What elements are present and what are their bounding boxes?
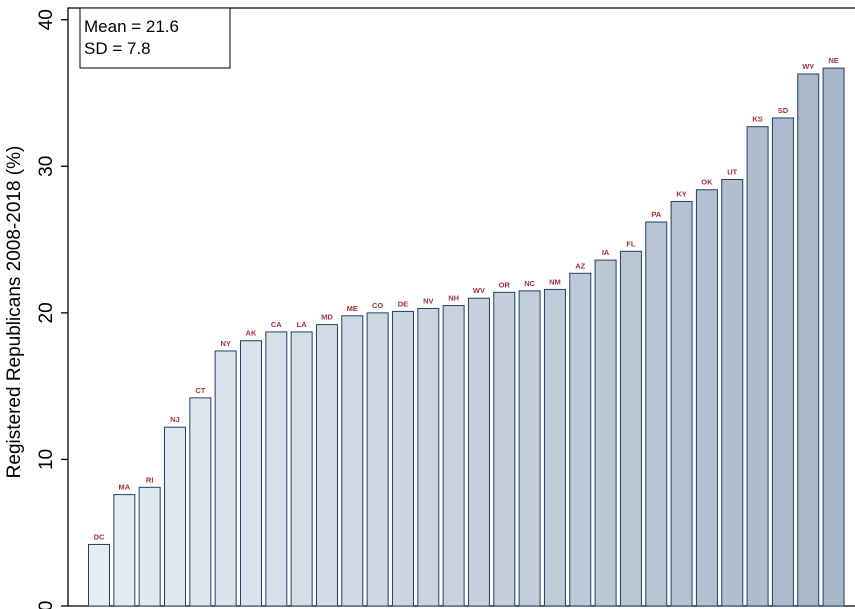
y-tick-label: 10	[36, 449, 57, 470]
bar-label: LA	[297, 320, 308, 329]
bar-label: CO	[372, 301, 383, 310]
bar-label: OK	[701, 178, 713, 187]
bar	[239, 340, 262, 607]
bar-label: NV	[423, 296, 433, 305]
bar-label: WY	[802, 62, 814, 71]
bar	[695, 189, 718, 607]
bar	[341, 315, 364, 607]
bar-label: CT	[195, 386, 205, 395]
y-tick-label: 30	[36, 156, 57, 177]
bar	[619, 250, 642, 607]
annotation-box	[79, 7, 231, 69]
bar-label: NH	[448, 294, 459, 303]
bar	[746, 126, 769, 607]
bar	[797, 73, 820, 607]
bar-label: FL	[626, 239, 636, 248]
bar	[493, 291, 516, 607]
bar-label: NJ	[170, 415, 180, 424]
bar	[442, 305, 465, 607]
bar-label: NM	[549, 277, 561, 286]
y-axis-title: Registered Republicans 2008-2018 (%)	[4, 146, 25, 479]
bar-label: DE	[398, 299, 408, 308]
bar	[670, 200, 693, 607]
bar	[265, 331, 288, 607]
bar-label: NC	[524, 279, 535, 288]
bar-label: CA	[271, 320, 282, 329]
bar	[467, 297, 490, 607]
bar	[88, 543, 110, 607]
bar-label: OR	[499, 280, 511, 289]
bar	[771, 117, 794, 607]
bar-label: MD	[321, 313, 333, 322]
bar-label: KS	[752, 115, 762, 124]
bar-label: PA	[651, 210, 661, 219]
bar	[138, 486, 161, 607]
bar	[822, 67, 845, 607]
bar	[189, 397, 212, 607]
bar-label: NY	[220, 339, 230, 348]
bar-label: AZ	[575, 261, 585, 270]
bar-label: AK	[246, 329, 257, 338]
bar-label: KY	[676, 189, 686, 198]
bar	[569, 272, 592, 607]
bar-label: WV	[473, 286, 485, 295]
y-tick-label: 20	[36, 302, 57, 323]
bar-label: NE	[828, 56, 838, 65]
bar-label: SD	[778, 106, 789, 115]
bar	[290, 331, 313, 607]
bar-label: MA	[118, 483, 130, 492]
bar-label: DC	[94, 532, 105, 541]
y-tick-label: 0	[36, 601, 57, 609]
bar-label: UT	[727, 167, 737, 176]
bar-label: RI	[146, 475, 154, 484]
bar	[214, 350, 237, 607]
bar	[518, 290, 541, 607]
bar	[645, 221, 668, 607]
annotation: SD = 7.8	[84, 39, 151, 58]
bar	[721, 178, 744, 607]
bar	[315, 324, 338, 607]
bar	[543, 288, 566, 607]
bar	[163, 426, 186, 607]
bar	[417, 307, 440, 607]
y-tick-label: 40	[36, 9, 57, 30]
bar	[113, 494, 136, 607]
bar-label: ME	[347, 304, 358, 313]
bar	[391, 310, 414, 607]
bar-label: IA	[602, 248, 610, 257]
bar	[366, 312, 389, 607]
bar	[594, 259, 617, 607]
annotation: Mean = 21.6	[84, 17, 179, 36]
